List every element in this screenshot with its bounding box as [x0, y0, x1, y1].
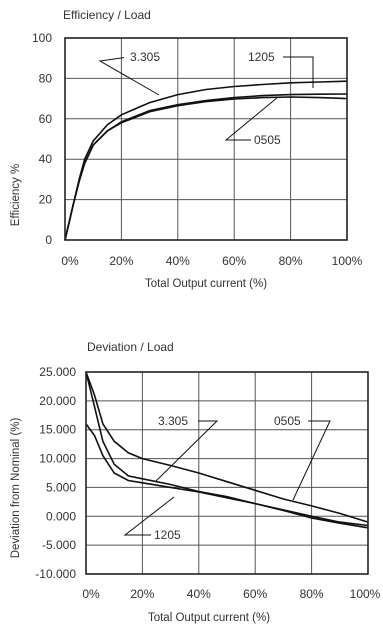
efficiency-x-axis-label: Total Output current (%) [145, 278, 267, 290]
efficiency-annotations: 3.305 1205 0505 [98, 49, 314, 147]
annotation-label-0505-bottom: 0505 [274, 414, 301, 428]
annotation-bg-0505-top [252, 132, 288, 146]
annotation-label-3305-bottom: 3.305 [158, 414, 188, 428]
efficiency-y-tick-label: 80 [39, 71, 53, 85]
deviation-series [85, 371, 369, 529]
deviation-x-tick-label: 40% [187, 587, 211, 601]
annotation-label-1205-top: 1205 [248, 50, 275, 64]
efficiency-y-tick-label: 100 [32, 31, 52, 45]
annotation-bg-0505-bottom [272, 413, 308, 427]
efficiency-x-tick-label: 0% [61, 254, 79, 268]
annotation-pointer-3305-bottom [154, 420, 219, 483]
efficiency-y-tick-label: 20 [39, 193, 53, 207]
efficiency-y-axis-label: Efficiency % [10, 164, 22, 226]
annotation-bg-1205-bottom [152, 527, 188, 541]
deviation-y-tick-label: -10.000 [35, 567, 76, 581]
deviation-y-tick-label: -5.000 [42, 538, 76, 552]
efficiency-x-tick-label: 80% [279, 254, 303, 268]
efficiency-y-tick-label: 60 [39, 112, 53, 126]
efficiency-y-tick-label: 40 [39, 152, 53, 166]
efficiency-plot-frame [64, 37, 348, 241]
deviation-x-tick-label: 60% [243, 587, 267, 601]
annotation-label-0505-top: 0505 [254, 133, 281, 147]
deviation-y-tick-label: 20.000 [39, 394, 76, 408]
deviation-series-line-3305 [85, 371, 369, 529]
annotation-pointer-1205-top [283, 56, 314, 88]
deviation-x-tick-label: 0% [82, 587, 100, 601]
efficiency-y-tick-label: 0 [45, 233, 52, 247]
deviation-annotations: 3.305 0505 1205 [123, 413, 331, 542]
deviation-x-tick-label: 100% [350, 587, 381, 601]
efficiency-series-line-1205 [64, 93, 348, 241]
deviation-x-tick-label: 80% [300, 587, 324, 601]
deviation-series-line-0505 [85, 371, 369, 523]
efficiency-series [64, 80, 348, 241]
annotation-pointer-0505-top [224, 96, 279, 141]
deviation-y-tick-label: 15.000 [39, 423, 76, 437]
annotation-label-1205-bottom: 1205 [154, 528, 181, 542]
efficiency-series-line-0505 [64, 96, 348, 241]
deviation-x-tick-label: 20% [130, 587, 154, 601]
annotation-pointer-3305-top [98, 56, 160, 96]
annotation-label-3305-top: 3.305 [130, 50, 160, 64]
deviation-y-tick-label: 10.000 [39, 452, 76, 466]
efficiency-grid [64, 37, 348, 241]
annotation-bg-1205-top [246, 49, 282, 63]
deviation-grid [85, 371, 369, 575]
deviation-x-axis-label: Total Output current (%) [148, 612, 270, 624]
efficiency-chart-title: Efficiency / Load [63, 8, 151, 22]
efficiency-x-tick-label: 60% [222, 254, 246, 268]
efficiency-y-ticks: 0 20 40 60 80 100 [32, 31, 52, 247]
deviation-chart-title: Deviation / Load [87, 340, 174, 354]
deviation-plot-frame [85, 371, 369, 575]
deviation-y-axis-label: Deviation from Nominal (%) [10, 418, 22, 559]
annotation-bg-3305-top [124, 49, 166, 63]
deviation-y-tick-label: 25.000 [39, 365, 76, 379]
efficiency-x-tick-label: 100% [332, 254, 363, 268]
efficiency-x-tick-label: 20% [109, 254, 133, 268]
deviation-chart: Deviation / Load 25.000 20.000 15.000 10.00… [10, 340, 381, 624]
deviation-y-tick-label: 0.000 [46, 509, 76, 523]
efficiency-x-ticks: 0% 20% 40% 60% 80% 100% [61, 254, 362, 268]
efficiency-series-line-3305 [64, 80, 348, 241]
deviation-y-tick-label: 5.000 [46, 480, 76, 494]
deviation-y-ticks: 25.000 20.000 15.000 10.000 5.000 0.000 -5.000… [35, 365, 76, 581]
annotation-bg-3305-bottom [156, 413, 198, 427]
deviation-series-line-1205 [85, 423, 369, 527]
deviation-x-ticks: 0% 20% 40% 60% 80% 100% [82, 587, 380, 601]
efficiency-chart: Efficiency / Load 0 20 40 60 80 100 0% 20% 40% 6… [10, 8, 363, 290]
efficiency-x-tick-label: 40% [166, 254, 190, 268]
annotation-pointer-0505-bottom [292, 420, 331, 501]
annotation-pointer-1205-bottom [123, 496, 175, 536]
